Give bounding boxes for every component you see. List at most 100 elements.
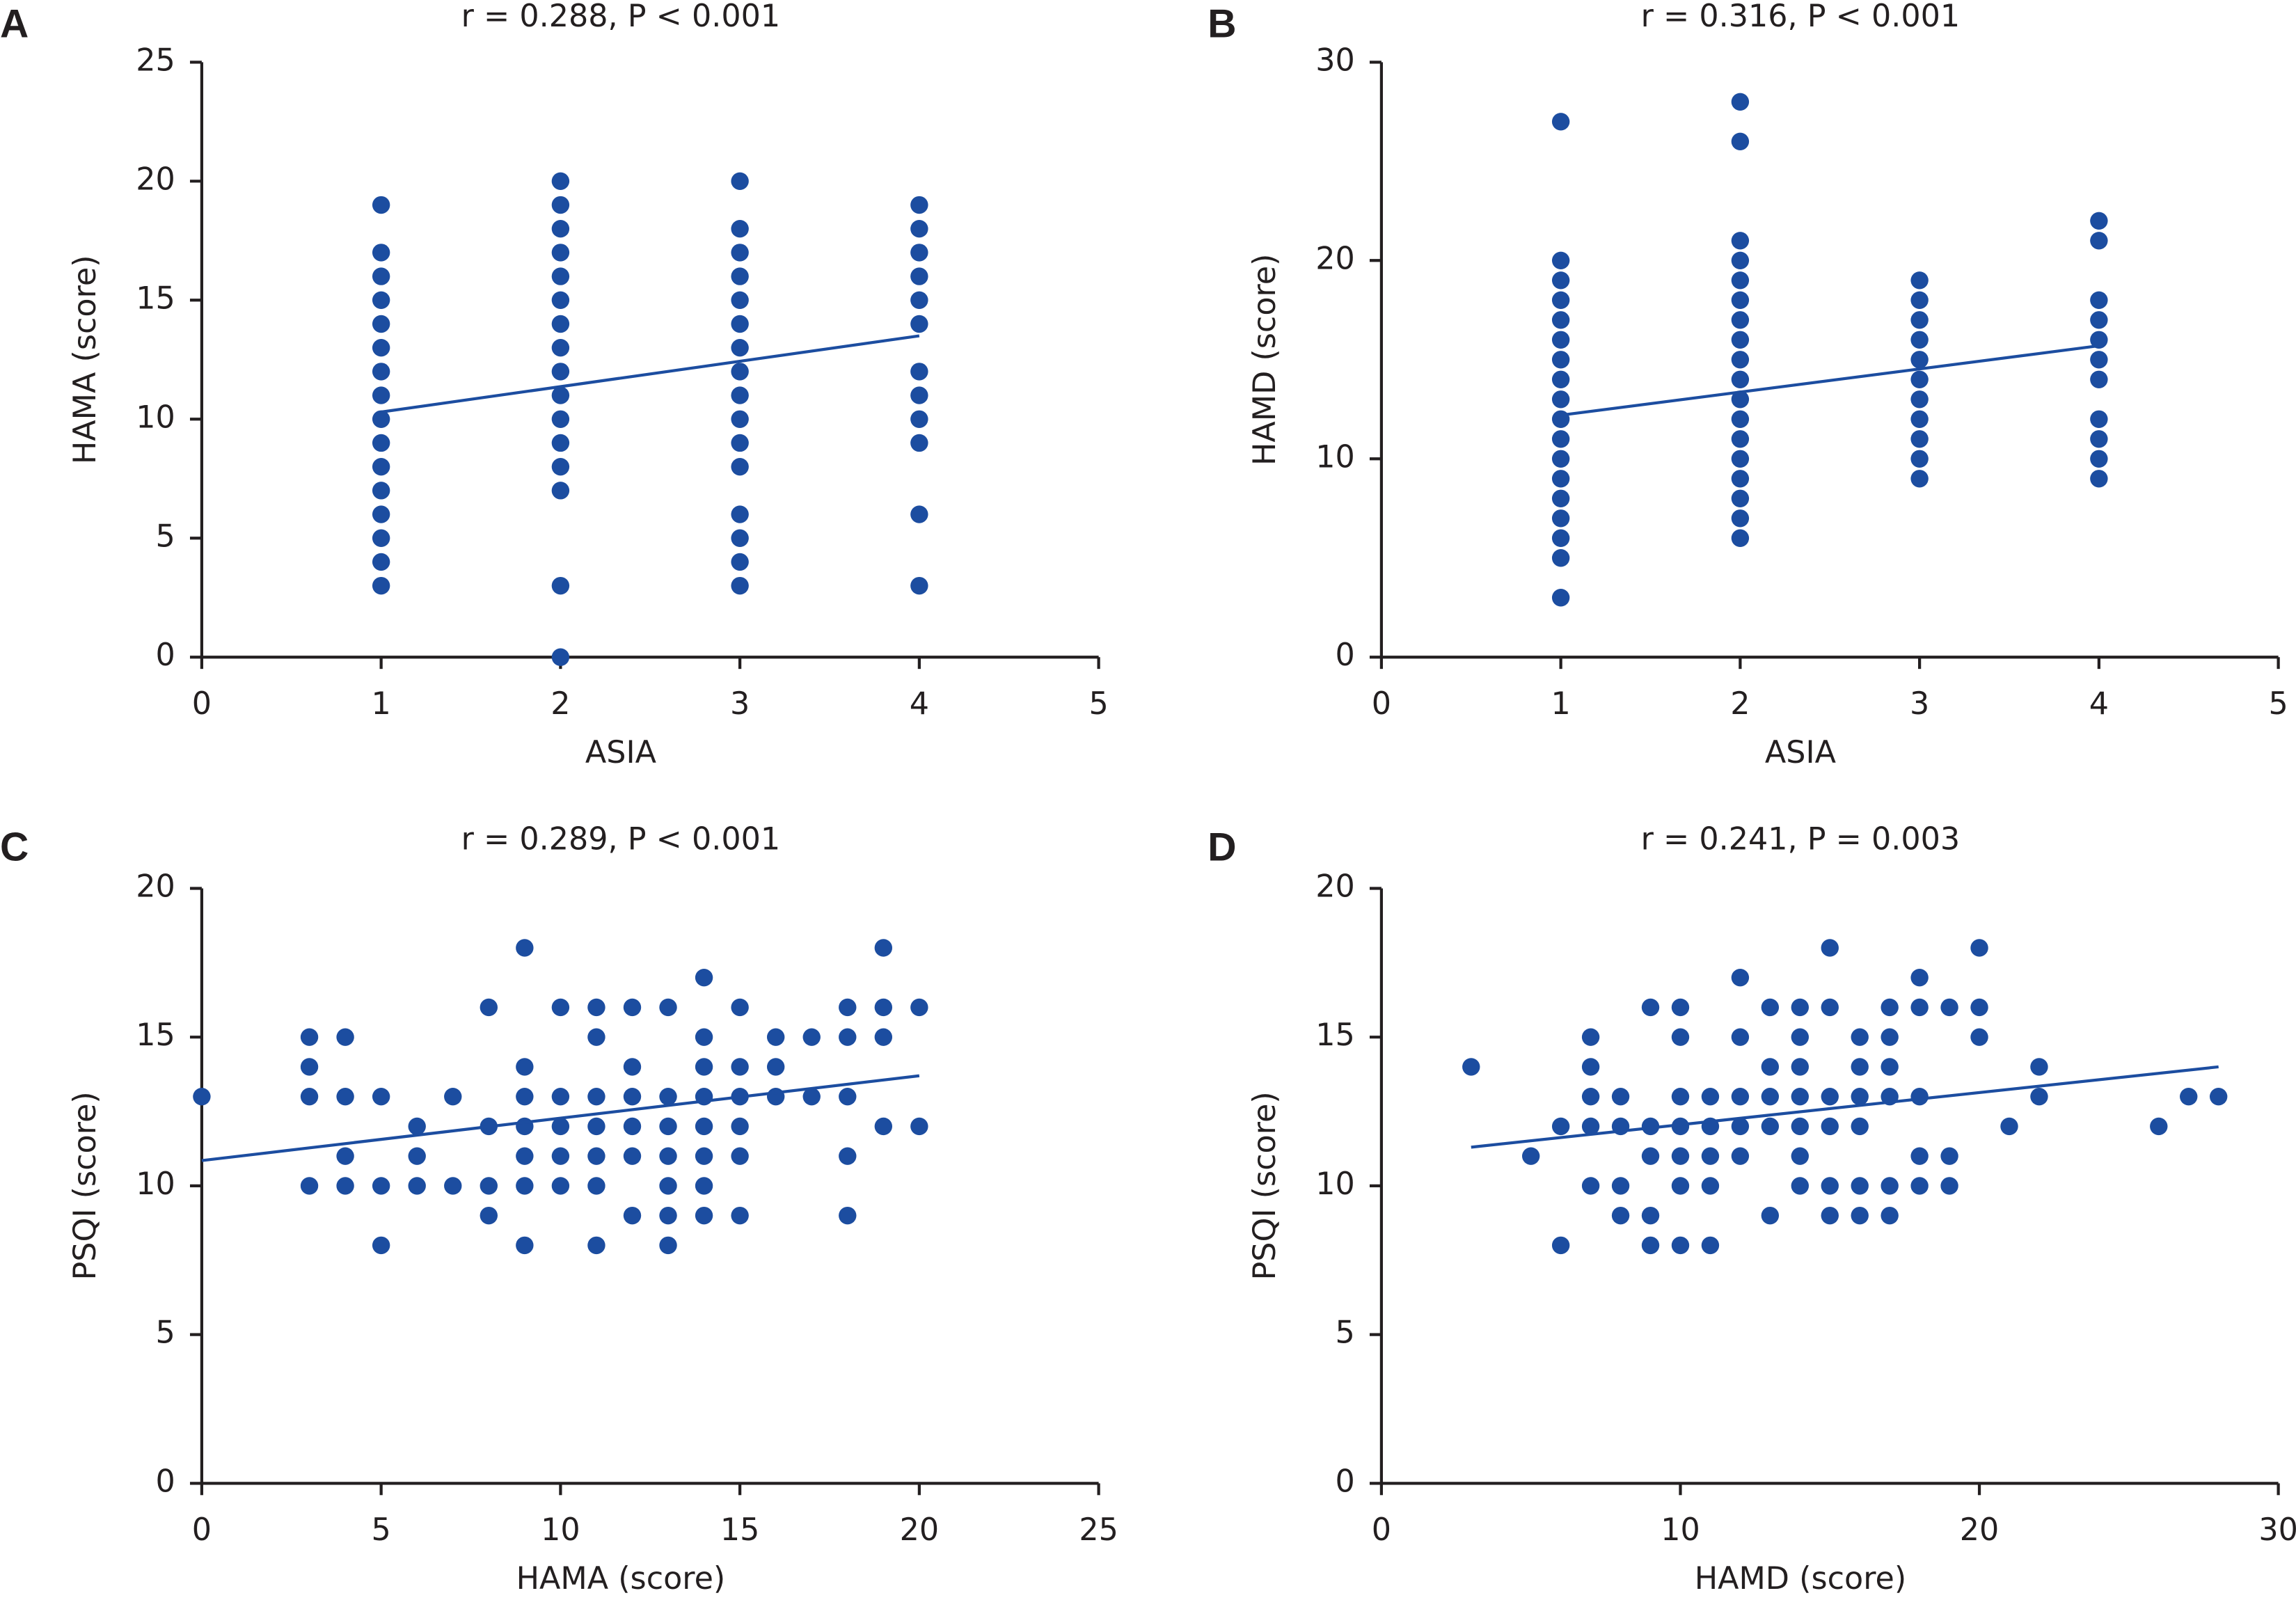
- data-point: [1910, 291, 1929, 309]
- y-tick-label: 10: [136, 399, 175, 435]
- data-point: [1731, 450, 1750, 468]
- data-point: [372, 1236, 390, 1255]
- data-point: [1551, 489, 1570, 507]
- y-tick-label: 5: [156, 1315, 175, 1351]
- data-point: [2090, 370, 2108, 388]
- data-point: [731, 315, 749, 333]
- data-point: [372, 457, 390, 476]
- data-point: [551, 1117, 570, 1136]
- y-tick-label: 5: [156, 518, 175, 554]
- data-point: [1731, 470, 1750, 488]
- data-point: [1671, 1147, 1690, 1165]
- data-point: [1761, 1117, 1780, 1136]
- data-point: [731, 244, 749, 262]
- data-point: [1910, 470, 1929, 488]
- x-tick-label: 5: [372, 1512, 391, 1548]
- data-point: [1910, 430, 1929, 448]
- data-point: [372, 267, 390, 285]
- data-point: [2090, 450, 2108, 468]
- y-tick-label: 15: [1315, 1017, 1355, 1053]
- x-axis-title: HAMA (score): [516, 1561, 726, 1597]
- x-tick-label: 2: [1730, 686, 1750, 722]
- data-point: [766, 1028, 785, 1046]
- data-point: [1551, 390, 1570, 409]
- y-tick-label: 20: [1315, 241, 1355, 276]
- data-point: [551, 172, 570, 191]
- data-point: [731, 1206, 749, 1225]
- data-point: [1731, 489, 1750, 507]
- data-point: [551, 648, 570, 666]
- data-point: [731, 291, 749, 309]
- data-point: [659, 1236, 677, 1255]
- data-point: [1731, 390, 1750, 409]
- x-tick-label: 0: [1372, 1512, 1391, 1548]
- data-point: [587, 1028, 605, 1046]
- data-point: [516, 1117, 534, 1136]
- data-point: [910, 410, 928, 428]
- data-point: [1851, 1058, 1869, 1076]
- data-point: [408, 1147, 426, 1165]
- data-point: [516, 939, 534, 957]
- data-point: [1910, 450, 1929, 468]
- data-point: [1821, 939, 1839, 957]
- data-point: [587, 1177, 605, 1195]
- data-point: [587, 1087, 605, 1106]
- x-axis-title: ASIA: [585, 735, 657, 770]
- chart-title: r = 0.241, P = 0.003: [1641, 822, 1961, 857]
- panel-label: B: [1208, 2, 1236, 47]
- data-point: [300, 1028, 319, 1046]
- data-point: [1851, 1206, 1869, 1225]
- data-point: [623, 998, 642, 1017]
- data-point: [731, 172, 749, 191]
- data-point: [1910, 1177, 1929, 1195]
- data-point: [1581, 1177, 1600, 1195]
- data-point: [300, 1087, 319, 1106]
- data-point: [731, 998, 749, 1017]
- data-point: [1551, 529, 1570, 547]
- data-point: [1551, 549, 1570, 567]
- panel-label: D: [1208, 825, 1236, 870]
- y-tick-label: 10: [136, 1166, 175, 1202]
- data-point: [1581, 1028, 1600, 1046]
- data-point: [1551, 430, 1570, 448]
- data-point: [839, 1147, 857, 1165]
- data-point: [1910, 311, 1929, 329]
- y-axis-title: PSQI (score): [1247, 1091, 1283, 1280]
- data-point: [2090, 430, 2108, 448]
- data-point: [2030, 1087, 2048, 1106]
- x-axis-title: HAMD (score): [1695, 1561, 1906, 1597]
- data-point: [516, 1058, 534, 1076]
- panel-label: A: [0, 2, 29, 47]
- data-point: [1731, 291, 1750, 309]
- data-point: [1881, 1206, 1899, 1225]
- data-point: [1551, 311, 1570, 329]
- data-point: [372, 386, 390, 404]
- data-point: [1611, 1206, 1630, 1225]
- data-point: [516, 1147, 534, 1165]
- data-point: [1851, 1028, 1869, 1046]
- data-point: [731, 505, 749, 523]
- data-point: [2090, 410, 2108, 428]
- data-point: [1731, 430, 1750, 448]
- data-point: [480, 1206, 498, 1225]
- data-point: [1821, 1117, 1839, 1136]
- y-tick-label: 5: [1336, 1315, 1355, 1351]
- data-point: [551, 1177, 570, 1195]
- data-point: [372, 244, 390, 262]
- data-point: [1970, 939, 1988, 957]
- data-point: [551, 386, 570, 404]
- data-point: [1551, 1236, 1570, 1255]
- data-point: [1731, 1028, 1750, 1046]
- data-point: [372, 291, 390, 309]
- data-point: [1761, 1087, 1780, 1106]
- data-point: [372, 434, 390, 452]
- y-tick-label: 0: [1336, 1464, 1355, 1499]
- data-point: [910, 576, 928, 595]
- data-point: [731, 267, 749, 285]
- data-point: [1731, 351, 1750, 369]
- data-point: [551, 457, 570, 476]
- data-point: [731, 553, 749, 571]
- regression-line: [1471, 1065, 2219, 1149]
- chart-title: r = 0.316, P < 0.001: [1641, 0, 1961, 34]
- data-point: [551, 220, 570, 238]
